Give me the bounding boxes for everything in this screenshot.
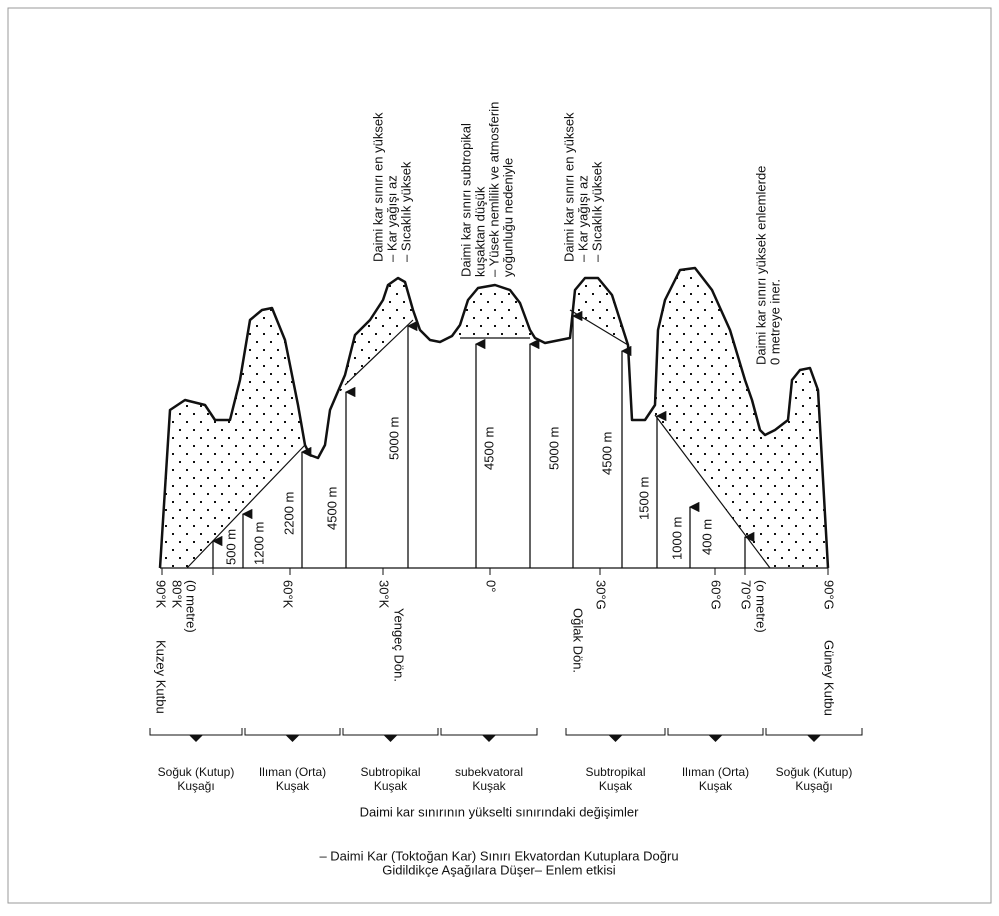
annotation: Daimi kar sınırı subtropikal <box>458 123 473 277</box>
height-label: 1000 m <box>669 517 684 560</box>
annotation: Daimi kar sınırı yüksek enlemlerde <box>753 166 768 365</box>
snow-line <box>344 319 414 386</box>
latitude-label: (0 metre) <box>184 580 199 633</box>
latitude-label: 70°G <box>739 580 754 610</box>
annotation: yoğunluğu nedeniyle <box>500 158 515 277</box>
zone-bracket <box>565 728 666 736</box>
annotation: Daimi kar sınırı en yüksek <box>370 112 385 262</box>
zone-bracket <box>667 728 764 736</box>
bare-area <box>187 310 770 568</box>
place-label: Yengeç Dön. <box>392 608 407 682</box>
height-label: 2200 m <box>281 492 296 535</box>
height-label: 5000 m <box>546 427 561 470</box>
zone-marker <box>708 735 723 742</box>
snow-line <box>654 414 771 569</box>
latitude-label: 30°G <box>594 580 609 610</box>
height-label: 4500 m <box>481 427 496 470</box>
zone-label: Kuşağı <box>795 779 832 793</box>
annotation: – Yüsek nemlilik ve atmosferin <box>486 102 501 277</box>
annotation: – Kar yağışı az <box>384 175 399 262</box>
zone-label: subekvatoral <box>455 765 523 779</box>
latitude-label: (o metre) <box>754 580 769 633</box>
zone-label: Kuşak <box>276 779 310 793</box>
zone-marker <box>482 735 496 742</box>
latitude-label: 80°K <box>170 580 185 609</box>
height-label: 500 m <box>223 529 238 565</box>
latitude-label: 60°G <box>709 580 724 610</box>
frame <box>7 7 992 904</box>
height-label: 1500 m <box>636 477 651 520</box>
height-label: 5000 m <box>386 417 401 460</box>
zone-bracket <box>244 728 341 736</box>
zone-label: Kuşak <box>599 779 633 793</box>
annotation: kuşaktan düşük <box>472 186 487 277</box>
note: Gidildikçe Aşağılara Düşer– Enlem etkisi <box>382 862 615 877</box>
zone-label: Ilıman (Orta) <box>682 765 749 779</box>
annotation: 0 metreye iner. <box>767 279 782 365</box>
latitude-label: 60°K <box>281 580 296 609</box>
place-label: Oğlak Dön. <box>571 608 586 673</box>
zone-marker <box>285 735 300 742</box>
zone-label: Kuşak <box>374 779 408 793</box>
height-label: 1200 m <box>251 522 266 565</box>
note: – Daimi Kar (Toktoğan Kar) Sınırı Ekvato… <box>319 848 678 863</box>
zone-label: Soğuk (Kutup) <box>158 765 235 779</box>
latitude-label: 0° <box>484 580 499 592</box>
place-label: Kuzey Kutbu <box>154 640 169 714</box>
annotation: – Kar yağışı az <box>575 175 590 262</box>
height-label: 400 m <box>699 519 714 555</box>
place-label: Güney Kutbu <box>822 640 837 716</box>
snow-line <box>186 444 306 569</box>
height-label: 4500 m <box>599 432 614 475</box>
zone-bracket <box>765 728 863 736</box>
zone-label: Kuşak <box>472 779 506 793</box>
zone-bracket <box>440 728 538 736</box>
zone-marker <box>608 735 623 742</box>
zone-label: Ilıman (Orta) <box>259 765 326 779</box>
caption: Daimi kar sınırının yükselti sınırındaki… <box>360 804 640 819</box>
zone-marker <box>189 735 203 742</box>
annotation: – Sıcaklık yüksek <box>589 161 604 262</box>
zone-bracket <box>149 728 243 736</box>
zone-marker <box>383 735 398 742</box>
zone-label: Kuşağı <box>177 779 214 793</box>
annotation: – Sıcaklık yüksek <box>398 161 413 262</box>
zone-label: Kuşak <box>699 779 733 793</box>
zone-bracket <box>342 728 439 736</box>
mountain-profile <box>158 266 830 569</box>
height-label: 4500 m <box>324 487 339 530</box>
annotation: Daimi kar sınırı en yüksek <box>561 112 576 262</box>
zone-label: Subtropikal <box>360 765 420 779</box>
latitude-label: 90°K <box>154 580 169 609</box>
latitude-label: 30°K <box>377 580 392 609</box>
zone-label: Soğuk (Kutup) <box>776 765 853 779</box>
latitude-label: 90°G <box>822 580 837 610</box>
zone-marker <box>807 735 821 742</box>
zone-label: Subtropikal <box>585 765 645 779</box>
